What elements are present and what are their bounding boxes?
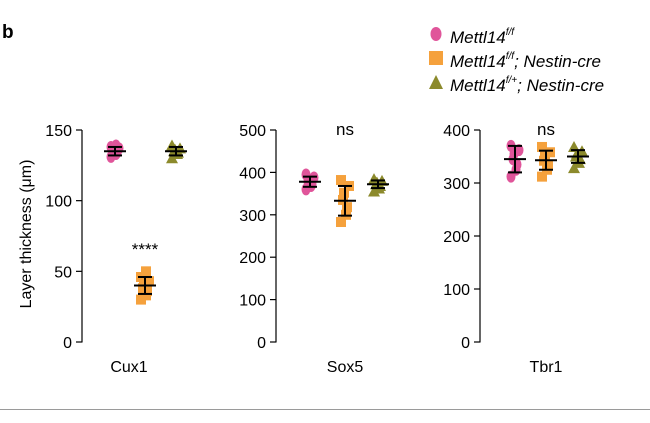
y-tick-label-cux1-100: 100	[45, 194, 72, 211]
y-tick-label-tbr1-0: 0	[461, 335, 470, 352]
y-tick-label-tbr1-400: 400	[443, 123, 470, 140]
data-point-cux1-wt-7	[111, 139, 121, 152]
legend-label-wt: Mettl14f/f	[450, 27, 515, 47]
x-category-label-tbr1: Tbr1	[530, 359, 563, 376]
data-point-tbr1-wt-5	[514, 144, 524, 157]
data-point-sox5-het-0	[368, 185, 380, 197]
data-point-tbr1-ko-5	[545, 147, 555, 158]
legend-marker-circle-icon	[430, 27, 442, 41]
panel-letter: b	[2, 22, 14, 43]
y-tick-label-sox5-500: 500	[239, 123, 266, 140]
y-tick-label-sox5-400: 400	[239, 165, 266, 182]
y-tick-label-tbr1-200: 200	[443, 229, 470, 246]
data-point-cux1-ko-5	[144, 276, 154, 287]
y-tick-label-tbr1-100: 100	[443, 282, 470, 299]
significance-label-cux1: ****	[132, 240, 159, 259]
significance-label-tbr1: ns	[537, 120, 555, 139]
y-tick-label-tbr1-300: 300	[443, 176, 470, 193]
data-point-cux1-ko-7	[141, 266, 151, 277]
legend-label-ko: Mettl14f/f; Nestin-cre	[450, 51, 602, 71]
legend-item-wt: Mettl14f/f	[428, 22, 604, 47]
y-tick-label-sox5-200: 200	[239, 250, 266, 267]
legend-marker-square-icon	[429, 51, 443, 65]
y-tick-label-sox5-0: 0	[257, 335, 266, 352]
data-point-sox5-ko-6	[336, 175, 346, 186]
data-point-sox5-ko-0	[336, 217, 346, 228]
y-tick-label-sox5-300: 300	[239, 208, 266, 225]
legend-label-het: Mettl14f/+; Nestin-cre	[450, 75, 605, 95]
y-tick-label-sox5-100: 100	[239, 293, 266, 310]
y-tick-label-cux1-0: 0	[63, 335, 72, 352]
data-point-sox5-ko-2	[342, 202, 352, 213]
legend-item-het: Mettl14f/+; Nestin-cre	[428, 70, 605, 95]
y-tick-label-cux1-150: 150	[45, 123, 72, 140]
data-point-tbr1-ko-0	[537, 171, 547, 182]
x-category-label-sox5: Sox5	[327, 359, 364, 376]
x-category-label-cux1: Cux1	[110, 359, 147, 376]
y-tick-label-cux1-50: 50	[54, 264, 72, 281]
data-point-tbr1-ko-6	[537, 141, 547, 152]
bottom-divider	[0, 409, 650, 410]
legend-marker-triangle-icon	[429, 75, 443, 89]
significance-label-sox5: ns	[336, 120, 354, 139]
legend-item-ko: Mettl14f/f; Nestin-cre	[428, 46, 604, 71]
legend: Mettl14f/f Mettl14f/f; Nestin-cre Mettl1…	[428, 22, 605, 95]
